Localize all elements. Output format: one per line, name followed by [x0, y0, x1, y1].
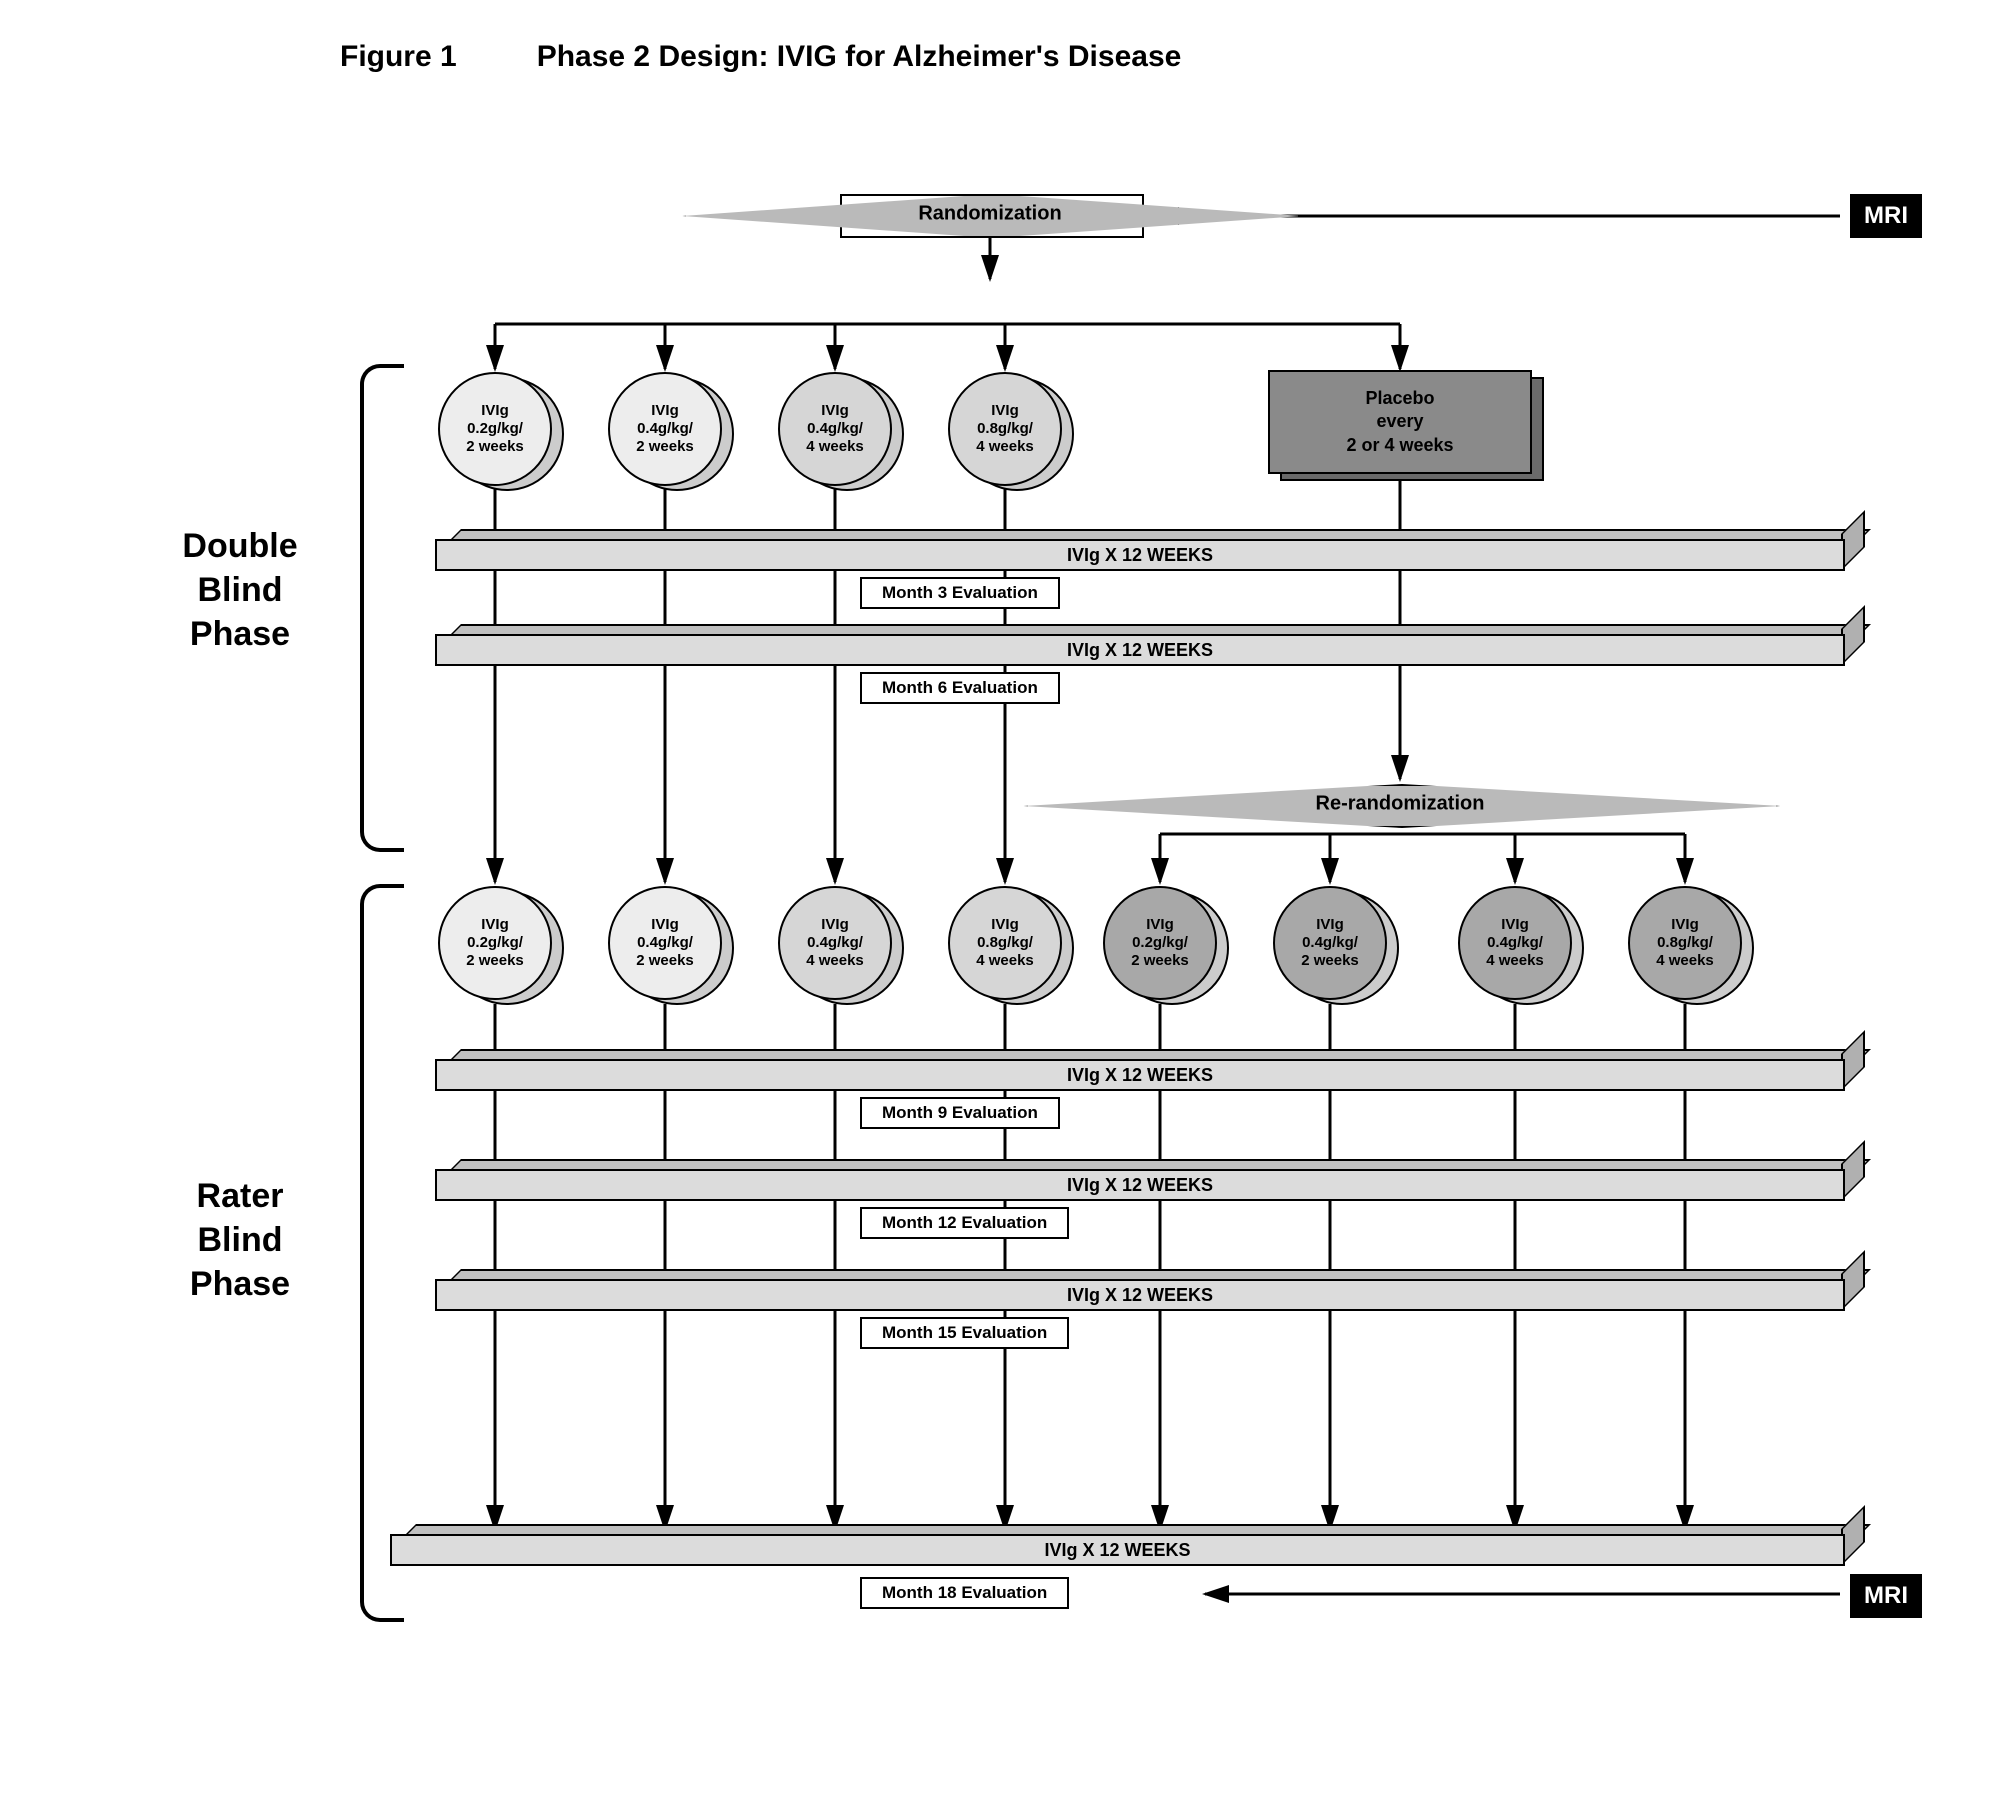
rerandomization-diamond: Re-randomization	[1230, 784, 1570, 824]
mri-badge-top: MRI	[1850, 194, 1922, 238]
dose-circle: IVIg 0.2g/kg/ 2 weeks	[1103, 886, 1217, 1000]
brace-phase2	[360, 884, 404, 1622]
eval-box: Month 6 Evaluation	[860, 672, 1060, 704]
treatment-bar: IVIg X 12 WEEKS	[435, 1049, 1865, 1091]
treatment-bar: IVIg X 12 WEEKS	[435, 529, 1865, 571]
dose-circle: IVIg 0.4g/kg/ 2 weeks	[608, 886, 722, 1000]
figure-number: Figure 1	[340, 40, 457, 74]
eval-box: Month 18 Evaluation	[860, 1577, 1069, 1609]
flowchart: Baseline Evaluation MRI Randomization IV…	[40, 194, 1960, 1744]
dose-circle: IVIg 0.8g/kg/ 4 weeks	[948, 372, 1062, 486]
dose-circle: IVIg 0.4g/kg/ 2 weeks	[608, 372, 722, 486]
dose-circle: IVIg 0.8g/kg/ 4 weeks	[1628, 886, 1742, 1000]
dose-circle: IVIg 0.4g/kg/ 4 weeks	[778, 372, 892, 486]
dose-circle: IVIg 0.2g/kg/ 2 weeks	[438, 372, 552, 486]
treatment-bar: IVIg X 12 WEEKS	[435, 1269, 1865, 1311]
dose-circle: IVIg 0.4g/kg/ 4 weeks	[778, 886, 892, 1000]
dose-circle: IVIg 0.2g/kg/ 2 weeks	[438, 886, 552, 1000]
phase-label-2: Rater Blind Phase	[140, 1174, 340, 1307]
eval-box: Month 15 Evaluation	[860, 1317, 1069, 1349]
figure-title: Figure 1 Phase 2 Design: IVIG for Alzhei…	[340, 40, 1960, 74]
dose-circle: IVIg 0.4g/kg/ 4 weeks	[1458, 886, 1572, 1000]
mri-badge-bottom: MRI	[1850, 1574, 1922, 1618]
treatment-bar: IVIg X 12 WEEKS	[435, 1159, 1865, 1201]
figure-caption: Phase 2 Design: IVIG for Alzheimer's Dis…	[537, 40, 1182, 74]
eval-box: Month 12 Evaluation	[860, 1207, 1069, 1239]
placebo-box: Placebo every 2 or 4 weeks	[1268, 370, 1532, 474]
dose-circle: IVIg 0.4g/kg/ 2 weeks	[1273, 886, 1387, 1000]
eval-box: Month 3 Evaluation	[860, 577, 1060, 609]
treatment-bar: IVIg X 12 WEEKS	[435, 624, 1865, 666]
eval-box: Month 9 Evaluation	[860, 1097, 1060, 1129]
dose-circle: IVIg 0.8g/kg/ 4 weeks	[948, 886, 1062, 1000]
treatment-bar: IVIg X 12 WEEKS	[390, 1524, 1865, 1566]
phase-label-1: Double Blind Phase	[140, 524, 340, 657]
randomization-diamond: Randomization	[820, 194, 1160, 234]
brace-phase1	[360, 364, 404, 852]
